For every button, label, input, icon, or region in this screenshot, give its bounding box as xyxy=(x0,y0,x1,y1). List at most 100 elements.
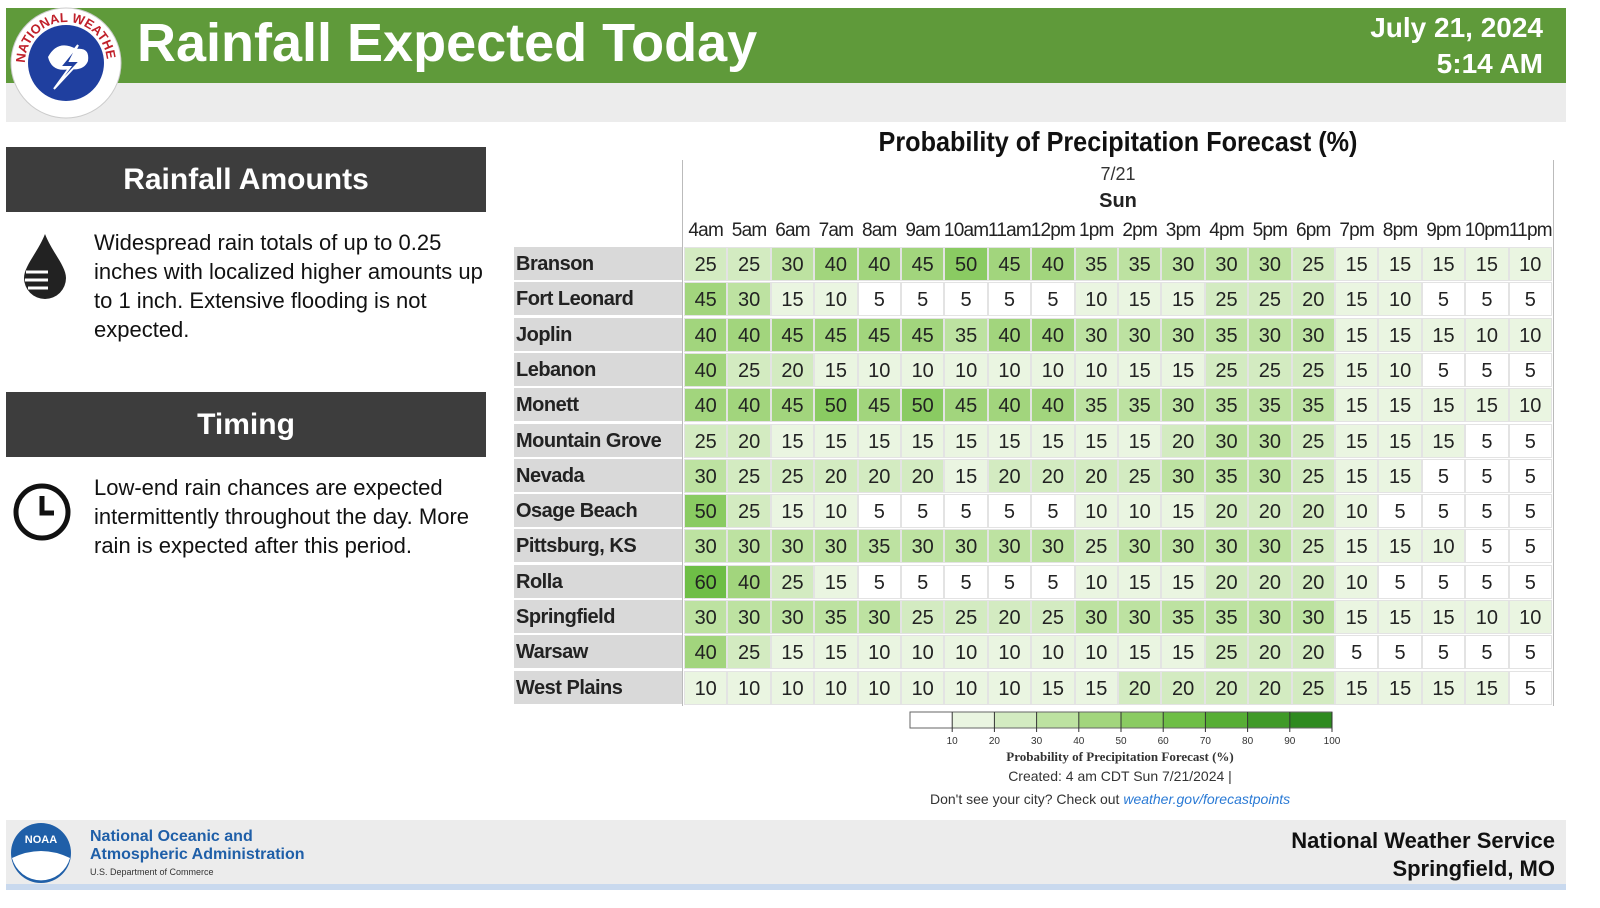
pop-cell: 30 xyxy=(944,529,988,564)
pop-cell: 40 xyxy=(727,317,771,352)
pop-cell: 10 xyxy=(857,635,901,670)
pop-cell: 15 xyxy=(1161,494,1205,529)
pop-cell: 15 xyxy=(814,352,858,387)
pop-cell: 25 xyxy=(770,564,815,599)
pop-cell: 20 xyxy=(1031,458,1075,493)
hour-label: 2pm xyxy=(1122,220,1157,241)
clock-icon xyxy=(13,483,71,541)
city-label: Branson xyxy=(514,247,682,281)
pop-cell: 30 xyxy=(770,600,815,634)
pop-cell: 40 xyxy=(684,635,728,670)
pop-cell: 10 xyxy=(814,494,858,529)
pop-cell: 40 xyxy=(1031,247,1075,281)
pop-cell: 20 xyxy=(1248,635,1292,670)
legend-swatch xyxy=(1163,712,1206,728)
pop-cell: 15 xyxy=(1031,670,1075,705)
pop-cell: 20 xyxy=(814,458,858,493)
hour-label: 12pm xyxy=(1030,220,1076,241)
pop-cell: 35 xyxy=(857,529,901,564)
hour-label: 8am xyxy=(862,220,897,241)
pop-cell: 5 xyxy=(1508,494,1552,529)
pop-cell: 40 xyxy=(684,388,728,423)
pop-cell: 30 xyxy=(770,247,815,281)
pop-cell: 35 xyxy=(1204,317,1249,352)
pop-cell: 20 xyxy=(1204,564,1249,599)
pop-cell: 5 xyxy=(1421,352,1466,387)
pop-cell: 10 xyxy=(1508,388,1552,423)
pop-cell: 20 xyxy=(1204,494,1249,529)
pop-cell: 35 xyxy=(1248,388,1292,423)
pop-cell: 25 xyxy=(684,423,728,458)
pop-cell: 50 xyxy=(944,247,988,281)
hour-label: 10am xyxy=(943,220,989,241)
pop-cell: 5 xyxy=(944,564,988,599)
pop-cell: 25 xyxy=(727,458,771,493)
legend-tick-label: 100 xyxy=(1324,736,1341,747)
pop-cell: 10 xyxy=(1378,352,1422,387)
pop-cell: 30 xyxy=(1248,423,1292,458)
pop-cell: 10 xyxy=(1031,635,1075,670)
pop-cell: 15 xyxy=(944,423,988,458)
hour-label: 4am xyxy=(688,220,723,241)
pop-cell: 30 xyxy=(1118,529,1162,564)
pop-cell: 15 xyxy=(1335,529,1379,564)
pop-cell: 10 xyxy=(814,282,858,317)
pop-cell: 10 xyxy=(1074,352,1118,387)
pop-cell: 30 xyxy=(1161,529,1205,564)
pop-cell: 5 xyxy=(987,494,1032,529)
pop-cell: 25 xyxy=(901,600,945,634)
footer-line xyxy=(6,884,1566,890)
pop-cell: 20 xyxy=(1291,564,1335,599)
pop-cell: 30 xyxy=(1291,600,1335,634)
pop-cell: 15 xyxy=(1161,635,1205,670)
pop-cell: 10 xyxy=(1031,352,1075,387)
pop-cell: 15 xyxy=(1335,670,1379,705)
pop-cell: 25 xyxy=(1291,247,1335,281)
pop-cell: 20 xyxy=(1291,282,1335,317)
pop-cell: 20 xyxy=(857,458,901,493)
legend-tick-label: 60 xyxy=(1158,736,1170,747)
pop-cell: 20 xyxy=(901,458,945,493)
hour-label: 7am xyxy=(818,220,854,241)
hour-label: 8pm xyxy=(1382,220,1418,241)
pop-cell: 10 xyxy=(901,670,945,705)
pop-cell: 25 xyxy=(727,352,771,387)
pop-cell: 30 xyxy=(1248,600,1292,634)
pop-cell: 15 xyxy=(1118,564,1162,599)
pop-cell: 5 xyxy=(944,494,988,529)
pop-cell: 20 xyxy=(987,600,1032,634)
pop-cell: 5 xyxy=(987,564,1032,599)
noaa-logo-text: NOAA xyxy=(25,834,57,846)
pop-cell: 15 xyxy=(1118,282,1162,317)
pop-cell: 5 xyxy=(1508,670,1552,705)
pop-cell: 50 xyxy=(684,494,728,529)
pop-cell: 25 xyxy=(1118,458,1162,493)
pop-cell: 5 xyxy=(1508,423,1552,458)
pop-cell: 45 xyxy=(901,247,945,281)
pop-cell: 25 xyxy=(1291,458,1335,493)
note-link[interactable]: weather.gov/forecastpoints xyxy=(1123,791,1291,807)
pop-cell: 5 xyxy=(1508,352,1552,387)
created: Created: 4 am CDT Sun 7/21/2024 | xyxy=(1008,768,1232,784)
pop-cell: 25 xyxy=(1204,282,1249,317)
pop-cell: 25 xyxy=(684,247,728,281)
pop-cell: 25 xyxy=(727,494,771,529)
legend-tick-label: 70 xyxy=(1200,736,1212,747)
pop-cell: 15 xyxy=(1161,352,1205,387)
pop-cell: 5 xyxy=(1465,494,1509,529)
pop-cell: 5 xyxy=(944,282,988,317)
pop-cell: 15 xyxy=(1378,388,1422,423)
pop-cell: 25 xyxy=(727,247,771,281)
pop-cell: 30 xyxy=(1118,600,1162,634)
pop-cell: 15 xyxy=(1118,352,1162,387)
legend-tick-label: 30 xyxy=(1031,736,1043,747)
pop-cell: 60 xyxy=(684,564,728,599)
pop-cell: 20 xyxy=(1248,670,1292,705)
hour-label: 1pm xyxy=(1079,220,1114,241)
pop-cell: 25 xyxy=(1204,635,1249,670)
city-label: Fort Leonard Wood xyxy=(514,282,682,345)
office: National Weather Service xyxy=(1291,828,1555,853)
city-label: Osage Beach xyxy=(514,494,682,529)
pop-cell: 10 xyxy=(901,352,945,387)
pop-cell: 5 xyxy=(1421,494,1466,529)
